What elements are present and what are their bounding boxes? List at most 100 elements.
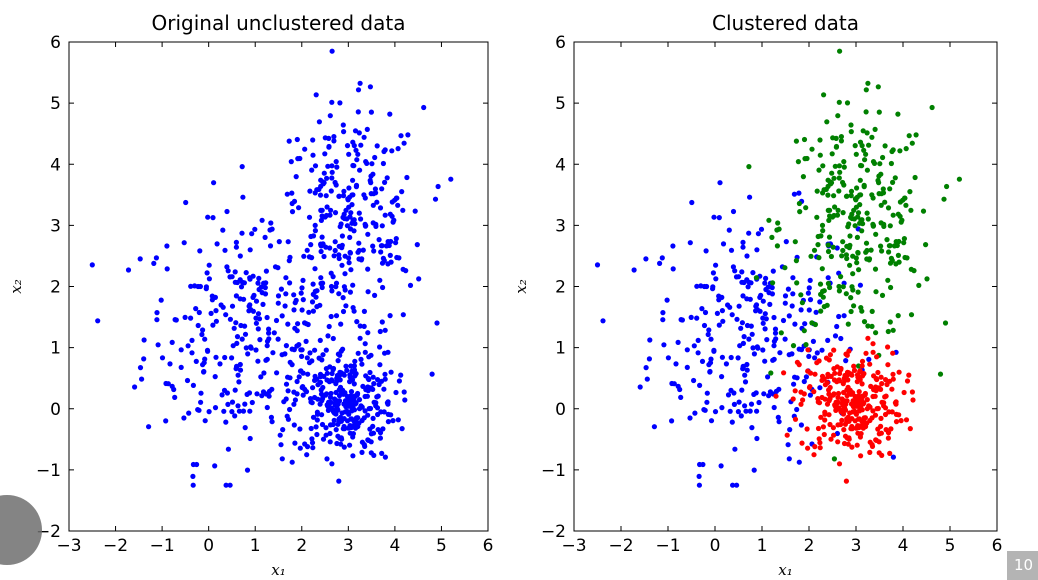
data-point (289, 190, 295, 196)
data-point (866, 356, 872, 362)
data-point (743, 408, 749, 414)
data-point (385, 419, 391, 425)
data-point (201, 360, 207, 366)
data-point (182, 314, 188, 320)
data-point (904, 255, 910, 261)
data-point (296, 205, 302, 211)
data-point (792, 321, 798, 327)
data-point (326, 144, 332, 150)
data-point (827, 352, 834, 358)
data-point (740, 239, 746, 245)
data-point (181, 240, 187, 246)
data-point (863, 240, 870, 246)
data-point (827, 395, 833, 402)
data-point (283, 275, 289, 281)
data-point (728, 247, 735, 253)
data-point (924, 276, 930, 282)
data-point (370, 415, 376, 421)
data-point (893, 419, 900, 425)
data-point (879, 292, 886, 298)
data-point (319, 412, 325, 418)
data-point (314, 288, 320, 294)
data-point (684, 364, 690, 370)
data-point (812, 444, 818, 450)
data-point (370, 243, 376, 249)
data-point (285, 321, 291, 327)
data-point (347, 442, 353, 448)
data-point (329, 461, 335, 467)
data-point (696, 482, 703, 488)
data-point (229, 274, 235, 280)
data-point (330, 409, 337, 415)
data-point (848, 193, 854, 199)
data-point (897, 199, 904, 205)
data-point (847, 233, 853, 239)
y-tick-label: −2 (36, 522, 61, 542)
data-point (825, 192, 831, 198)
x-tick-label: 4 (898, 536, 909, 556)
data-point (846, 435, 852, 441)
data-point (839, 417, 845, 423)
data-point (233, 293, 239, 299)
x-tick-label: 6 (992, 536, 1003, 556)
data-point (878, 191, 885, 197)
data-point (329, 370, 335, 377)
data-point (902, 195, 908, 201)
data-point (830, 425, 837, 431)
data-point (295, 321, 301, 327)
data-point (414, 242, 420, 248)
data-point (766, 217, 772, 223)
data-point (205, 214, 211, 220)
data-point (303, 389, 310, 395)
data-point (285, 388, 291, 394)
data-point (298, 347, 304, 353)
data-point (237, 367, 244, 373)
data-point (197, 248, 203, 254)
data-point (819, 394, 825, 401)
data-point (240, 408, 247, 414)
x-tick-label: 5 (945, 536, 956, 556)
data-point (865, 80, 871, 86)
data-point (909, 389, 916, 395)
data-point (849, 444, 855, 450)
data-point (815, 396, 821, 402)
data-point (336, 193, 342, 199)
data-point (840, 402, 846, 408)
data-point (869, 134, 875, 140)
data-point (401, 140, 407, 146)
data-point (712, 409, 719, 415)
data-point (878, 202, 884, 208)
data-point (336, 393, 343, 399)
data-point (259, 217, 265, 223)
data-point (873, 289, 879, 295)
data-point (854, 372, 861, 378)
data-point (318, 183, 324, 189)
data-point (284, 191, 290, 197)
data-point (398, 372, 404, 378)
data-point (361, 323, 367, 329)
data-point (819, 222, 826, 228)
data-point (229, 303, 236, 309)
data-point (381, 257, 387, 264)
data-point (321, 373, 327, 379)
data-point (754, 247, 760, 253)
data-point (792, 388, 798, 394)
data-point (760, 298, 766, 304)
data-point (377, 328, 383, 335)
data-point (870, 393, 876, 400)
data-point (347, 379, 353, 385)
data-point (704, 399, 710, 405)
data-point (305, 371, 311, 377)
data-point (350, 282, 356, 288)
data-point (319, 421, 326, 428)
data-point (388, 238, 394, 245)
data-point (708, 418, 715, 424)
data-point (278, 286, 284, 292)
data-point (857, 177, 863, 183)
data-point (831, 377, 838, 383)
data-point (333, 389, 339, 396)
data-point (299, 285, 305, 291)
data-point (832, 163, 838, 169)
data-point (154, 317, 160, 323)
data-point (379, 450, 385, 456)
